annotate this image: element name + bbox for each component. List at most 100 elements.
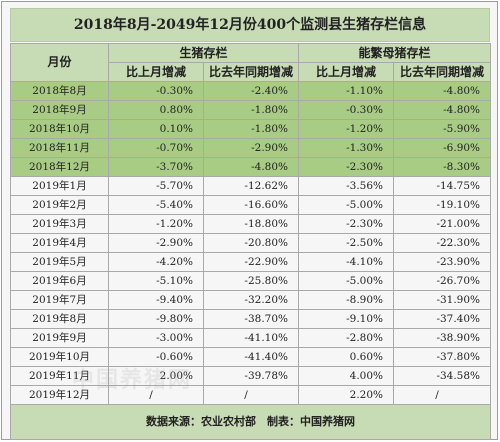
month-cell: 2019年9月 [10,328,109,348]
sow-mom-cell: -2.30% [298,157,395,177]
table-row: 2018年11月 -0.70% -2.90% -1.30% -6.90% [10,138,492,158]
month-cell: 2019年11月 [10,366,109,386]
data-source-footer: 数据来源：农业农村部 制表：中国养猪网 [9,404,492,440]
sow-mom-cell: -1.20% [298,119,395,139]
table-row: 2018年9月 0.80% -1.80% -0.30% -4.80% [10,100,492,120]
hog-mom-header: 比上月增减 [108,62,204,82]
sow-yoy-cell: -8.30% [393,157,492,177]
hog-mom-cell: -0.30% [108,81,204,101]
sow-mom-cell: -8.90% [298,290,395,310]
table-row: 2019年7月 -9.40% -32.20% -8.90% -31.90% [10,290,492,310]
sow-yoy-cell: -37.80% [393,347,492,367]
month-cell: 2019年1月 [10,176,109,196]
hog-mom-cell: -9.40% [108,290,204,310]
table-row: 2019年1月 -5.70% -12.62% -3.56% -14.75% [10,176,492,196]
month-cell: 2019年3月 [10,214,109,234]
hog-yoy-cell: -4.80% [202,157,300,177]
hog-mom-cell: -1.20% [108,214,204,234]
sow-inventory-header: 能繁母猪存栏 [298,43,492,63]
month-column-header: 月份 [10,43,109,82]
table-row: 2019年12月 //2.20% / [10,385,492,405]
table-row: 2018年10月 0.10% -1.80% -1.20% -5.90% [10,119,492,139]
month-cell: 2019年12月 [10,385,109,405]
hog-mom-cell: -9.80% [108,309,204,329]
hog-mom-cell: -5.40% [108,195,204,215]
hog-yoy-cell: -41.40% [202,347,300,367]
sow-yoy-cell: -38.90% [393,328,492,348]
hog-inventory-header: 生猪存栏 [107,43,300,63]
hog-mom-cell: -3.70% [108,157,204,177]
hog-yoy-cell: -32.20% [202,290,300,310]
hog-yoy-cell: -16.60% [202,195,300,215]
sow-mom-cell: -0.30% [298,100,395,120]
hog-yoy-cell: -20.80% [202,233,300,253]
sow-yoy-cell: -26.70% [393,271,492,291]
sow-yoy-header: 比去年同期增减 [393,62,492,82]
hog-mom-cell: -2.90% [108,233,204,253]
sow-yoy-cell: -6.90% [393,138,492,158]
sow-mom-header: 比上月增减 [298,62,395,82]
hog-mom-cell: 0.10% [108,119,204,139]
hog-mom-cell: -0.60% [108,347,204,367]
month-cell: 2018年10月 [10,119,109,139]
sow-yoy-cell: -4.80% [393,100,492,120]
sow-mom-cell: -5.00% [298,271,395,291]
sow-mom-cell: -4.10% [298,252,395,272]
hog-yoy-cell: -38.70% [202,309,300,329]
sow-mom-cell: -1.10% [298,81,395,101]
table-row: 2019年3月 -1.20% -18.80% -2.30% -21.00% [10,214,492,234]
table-row: 2019年10月 -0.60% -41.40% 0.60% -37.80% [10,347,492,367]
sow-mom-cell: -2.80% [298,328,395,348]
hog-yoy-cell: -1.80% [202,100,300,120]
hog-mom-cell: -0.70% [108,138,204,158]
hog-yoy-cell: -41.10% [202,328,300,348]
hog-yoy-cell: -25.80% [202,271,300,291]
sow-mom-cell: -2.50% [298,233,395,253]
hog-yoy-cell: -12.62% [202,176,300,196]
table-row: 2019年4月 -2.90% -20.80% -2.50% -22.30% [10,233,492,253]
hog-mom-cell: -4.20% [108,252,204,272]
hog-yoy-cell: -2.90% [202,138,300,158]
sow-yoy-cell: -23.90% [393,252,492,272]
month-cell: 2019年6月 [10,271,109,291]
month-cell: 2019年5月 [10,252,109,272]
sow-yoy-cell: -37.40% [393,309,492,329]
sow-yoy-cell: / [393,385,492,405]
sow-mom-cell: 0.60% [298,347,395,367]
sow-mom-cell: -5.00% [298,195,395,215]
sow-yoy-cell: -31.90% [393,290,492,310]
table-row: 2018年12月 -3.70% -4.80% -2.30% -8.30% [10,157,492,177]
sow-mom-cell: 4.00% [298,366,395,386]
hog-yoy-header: 比去年同期增减 [202,62,300,82]
sow-yoy-cell: -34.58% [393,366,492,386]
table-row: 2019年9月 -3.00% -41.10% -2.80% -38.90% [10,328,492,348]
month-cell: 2019年2月 [10,195,109,215]
month-cell: 2018年9月 [10,100,109,120]
sow-yoy-cell: -5.90% [393,119,492,139]
table-body: 2018年8月 -0.30% -2.40% -1.10% -4.80% 2018年9月 0.… [10,81,492,405]
sow-yoy-cell: -19.10% [393,195,492,215]
sow-mom-cell: -1.30% [298,138,395,158]
hog-mom-cell: 2.00% [108,366,204,386]
table-title: 2018年8月-2049年12月份400个监测县生猪存栏信息 [10,8,490,42]
sow-mom-cell: -3.56% [298,176,395,196]
month-cell: 2019年7月 [10,290,109,310]
month-cell: 2018年12月 [10,157,109,177]
hog-yoy-cell: -1.80% [202,119,300,139]
hog-yoy-cell: -39.78% [202,366,300,386]
hog-mom-cell: / [108,385,204,405]
table-row: 2019年6月 -5.10% -25.80% -5.00% -26.70% [10,271,492,291]
table-row: 2019年5月 -4.20% -22.90% -4.10% -23.90% [10,252,492,272]
sow-mom-cell: -2.30% [298,214,395,234]
hog-yoy-cell: / [202,385,300,405]
sow-mom-cell: -9.10% [298,309,395,329]
month-cell: 2019年10月 [10,347,109,367]
month-cell: 2018年11月 [10,138,109,158]
month-cell: 2019年8月 [10,309,109,329]
hog-inventory-table: 月份 生猪存栏 能繁母猪存栏 比上月增减 比去年同期增减 比上月增减 比去年同期… [9,43,492,440]
hog-yoy-cell: -2.40% [202,81,300,101]
hog-mom-cell: -5.10% [108,271,204,291]
sow-yoy-cell: -22.30% [393,233,492,253]
table-row: 2019年11月 2.00% -39.78% 4.00% -34.58% [10,366,492,386]
